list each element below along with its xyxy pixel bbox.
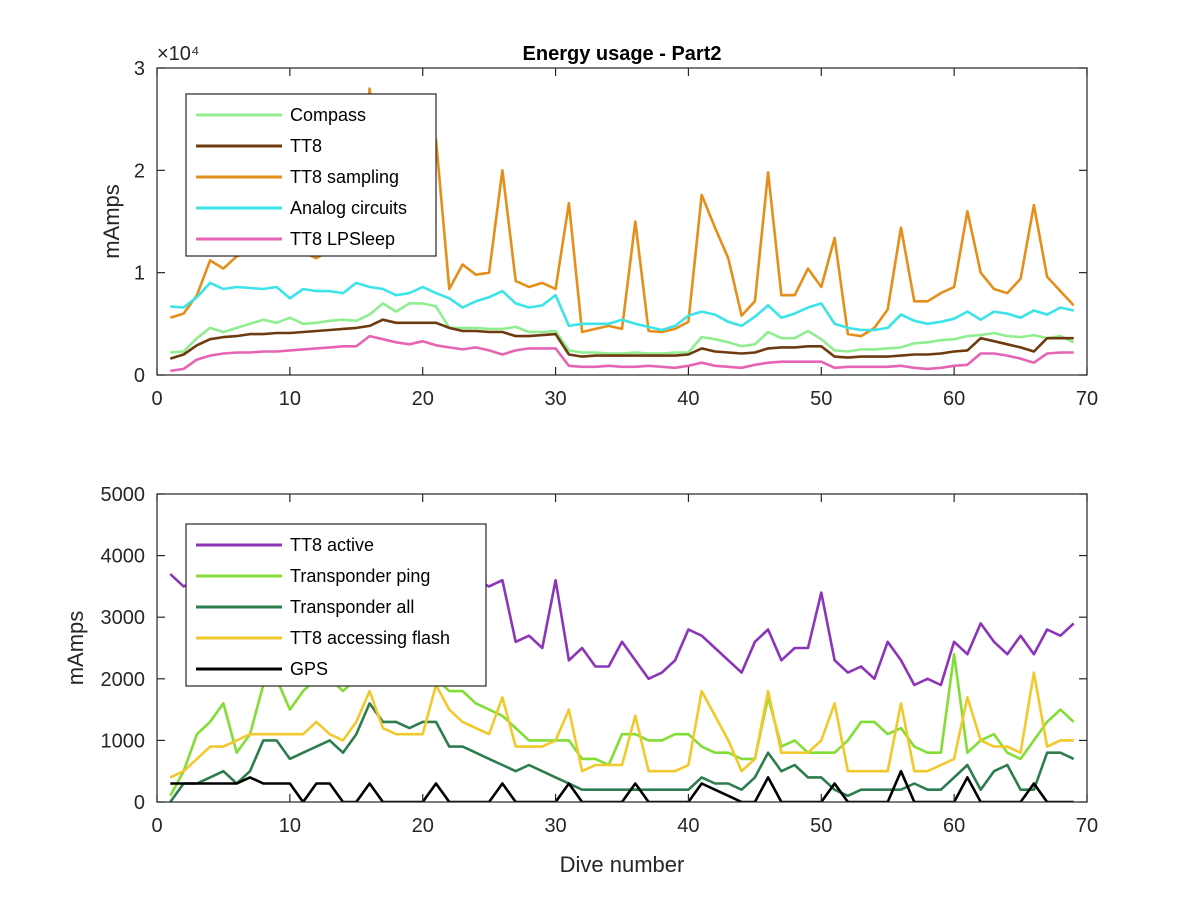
- chart-1-series-line-4: [170, 281, 1074, 332]
- chart-2-series-line-3: [169, 702, 1075, 802]
- chart-2-x-tick-label: 60: [943, 815, 965, 837]
- chart-2-y-axis-label: mAmps: [63, 611, 88, 686]
- chart-1-x-tick-label: 40: [677, 388, 699, 410]
- chart-1-legend-label-4: Analog circuits: [290, 198, 407, 218]
- chart-2-x-tick-label: 0: [151, 815, 162, 837]
- chart-1-x-tick-label: 10: [279, 388, 301, 410]
- chart-2-x-tick-label: 40: [677, 815, 699, 837]
- chart-1-x-tick-label: 50: [810, 388, 832, 410]
- chart-1-series-line-2: [169, 318, 1074, 360]
- chart-2-plot-frame: [156, 493, 1088, 803]
- chart-1-series-line-5: [170, 334, 1074, 373]
- chart-1-x-tick-label: 20: [412, 388, 434, 410]
- chart-1-plot-frame: [156, 67, 1088, 376]
- chart-2-y-tick-label: 5000: [101, 484, 146, 506]
- chart-1-y-tick-label: 2: [134, 160, 145, 182]
- chart-2-y-tick-label: 3000: [101, 607, 146, 629]
- chart-2-series-line-5: [170, 769, 1074, 802]
- chart-1-legend-label-1: Compass: [290, 105, 366, 125]
- chart-2-legend-label-1: TT8 active: [290, 535, 374, 555]
- chart-2-series-line-4: [169, 671, 1074, 779]
- chart-1-axes: 0 10 20 30 40 50 60 70 0 1 2 3 ×10⁴ Energy usage - Pa…: [99, 43, 1098, 410]
- chart-2-legend-label-4: TT8 accessing flash: [290, 628, 450, 648]
- chart-2-x-tick-label: 70: [1076, 815, 1098, 837]
- chart-1-y-axis-label: mAmps: [99, 184, 124, 259]
- chart-1-x-tick-label: 30: [544, 388, 566, 410]
- chart-1-legend-label-2: TT8: [290, 136, 322, 156]
- chart-2-legend-label-3: Transponder all: [290, 597, 414, 617]
- chart-2-x-tick-label: 50: [810, 815, 832, 837]
- chart-2-legend-label-2: Transponder ping: [290, 566, 430, 586]
- chart-1-y-exponent-label: ×10⁴: [157, 43, 200, 65]
- chart-2-y-tick-label: 1000: [101, 730, 146, 752]
- chart-2-x-tick-label: 20: [412, 815, 434, 837]
- chart-2-legend: TT8 active Transponder ping Transponder al…: [185, 523, 487, 687]
- chart-2-x-axis-label: Dive number: [560, 852, 685, 877]
- chart-1-x-tick-label: 60: [943, 388, 965, 410]
- chart-1-y-tick-label: 0: [134, 365, 145, 387]
- chart-1-y-tick-label: 3: [134, 58, 145, 80]
- chart-2-y-tick-label: 2000: [101, 669, 146, 691]
- chart-1-legend-box: [185, 93, 437, 257]
- chart-2-x-tick-label: 10: [279, 815, 301, 837]
- chart-2-x-tick-label: 30: [544, 815, 566, 837]
- chart-2-y-tick-label: 4000: [101, 546, 146, 568]
- chart-1-x-tick-label: 0: [151, 388, 162, 410]
- chart-1-x-tick-label: 70: [1076, 388, 1098, 410]
- chart-1-series-line-1: [170, 302, 1075, 355]
- chart-1-legend: Compass TT8 TT8 sampling Analog circuits TT8…: [185, 93, 437, 257]
- chart-2-legend-label-5: GPS: [290, 659, 328, 679]
- chart-1-title: Energy usage - Part2: [523, 43, 722, 65]
- chart-2-axes: 0 10 20 30 40 50 60 70 0 1000 2000 3000 4000 5000 mAmp…: [63, 484, 1098, 877]
- chart-1-legend-label-3: TT8 sampling: [290, 167, 399, 187]
- chart-2-y-tick-label: 0: [134, 792, 145, 814]
- chart-2-legend-box: [185, 523, 487, 687]
- chart-1-legend-label-5: TT8 LPSleep: [290, 229, 395, 249]
- chart-1-y-tick-label: 1: [134, 263, 145, 285]
